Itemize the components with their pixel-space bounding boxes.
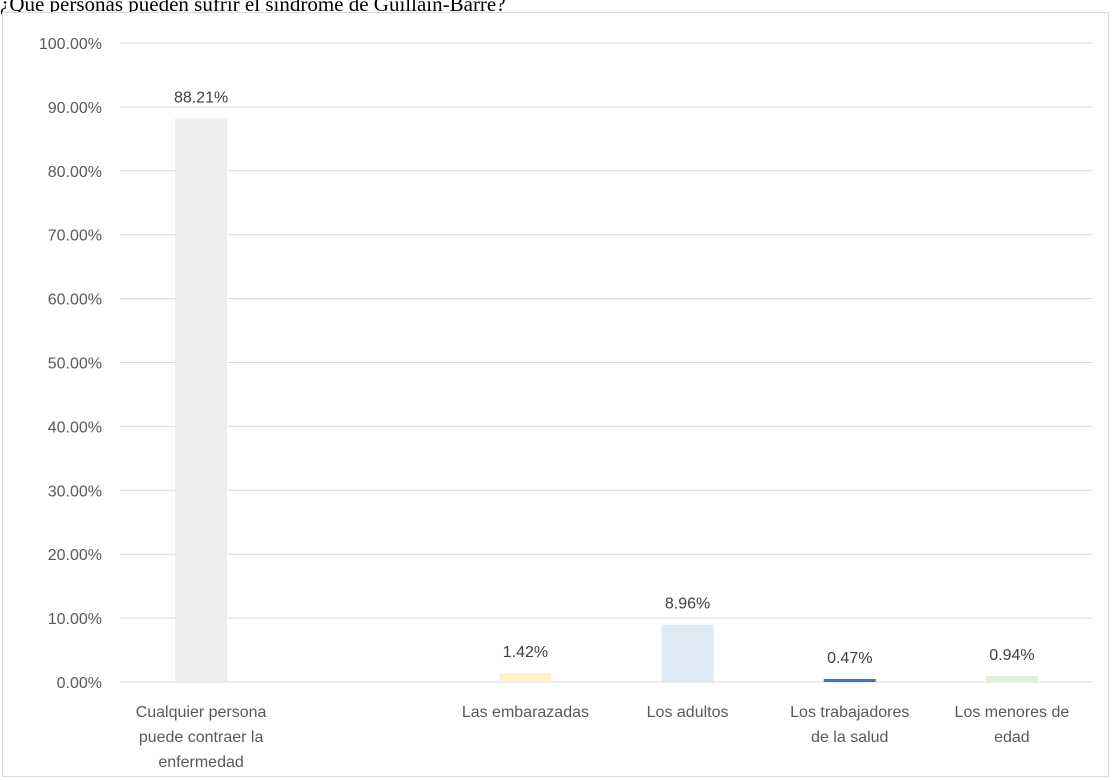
y-tick-label: 0.00% xyxy=(57,675,102,692)
category-labels: Cualquier persona puede contraer la enferm… xyxy=(136,704,1070,771)
data-label: 8.96% xyxy=(665,596,710,613)
y-tick-label: 90.00% xyxy=(48,100,102,117)
y-tick-label: 70.00% xyxy=(48,228,102,245)
data-label: 1.42% xyxy=(503,644,548,661)
data-labels: 88.21% 1.42% 8.96% 0.47% 0.94% xyxy=(174,89,1035,667)
y-tick-label: 60.00% xyxy=(48,292,102,309)
category-label: Los trabajadores xyxy=(790,704,909,721)
category-label: Cualquier persona xyxy=(136,704,267,721)
data-label: 0.94% xyxy=(989,647,1034,664)
y-tick-label: 20.00% xyxy=(48,547,102,564)
data-label: 88.21% xyxy=(174,89,228,106)
category-label: puede contraer la xyxy=(139,729,264,746)
y-tick-label: 10.00% xyxy=(48,611,102,628)
bar xyxy=(175,118,228,683)
y-tick-label: 100.00% xyxy=(39,36,102,53)
y-axis-ticks: 0.00% 10.00% 20.00% 30.00% 40.00% 50.00% 60.00… xyxy=(39,36,102,692)
data-label: 0.47% xyxy=(827,650,872,667)
category-label: edad xyxy=(994,729,1030,746)
bar xyxy=(823,678,876,682)
category-label: enfermedad xyxy=(158,754,243,771)
bar xyxy=(985,675,1038,682)
bar xyxy=(661,624,714,682)
category-label: de la salud xyxy=(811,729,888,746)
y-tick-label: 30.00% xyxy=(48,483,102,500)
bars xyxy=(175,118,1038,683)
category-label: Las embarazadas xyxy=(462,704,589,721)
y-tick-label: 50.00% xyxy=(48,356,102,373)
category-label: Los menores de xyxy=(955,704,1070,721)
category-label: Los adultos xyxy=(647,704,729,721)
y-tick-label: 80.00% xyxy=(48,164,102,181)
gridlines xyxy=(120,42,1093,683)
bar xyxy=(499,672,552,682)
y-tick-label: 40.00% xyxy=(48,419,102,436)
